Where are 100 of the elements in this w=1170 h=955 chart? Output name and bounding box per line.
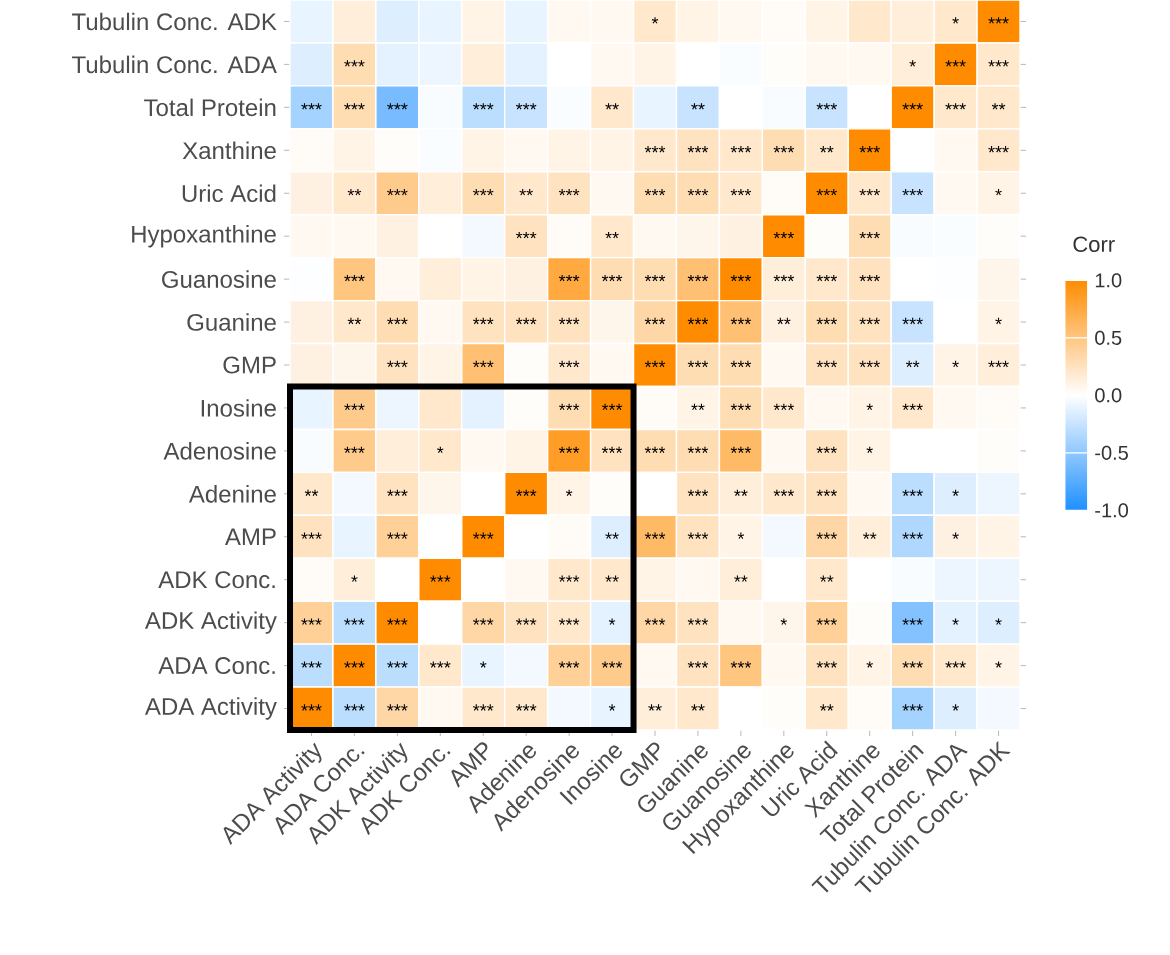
data-label: *** — [773, 231, 795, 239]
data-label: *** — [301, 103, 322, 110]
data-label: * — [351, 575, 358, 582]
color-bar-label: -1.0 — [1095, 503, 1129, 518]
data-label: *** — [515, 704, 537, 711]
data-label: *** — [902, 661, 923, 668]
data-label: *** — [644, 274, 666, 282]
data-label: *** — [387, 189, 408, 196]
data-label: *** — [387, 618, 408, 625]
data-label: *** — [301, 618, 322, 625]
data-label: *** — [687, 317, 709, 325]
data-label: *** — [387, 532, 408, 539]
data-label: *** — [558, 661, 580, 668]
data-label: ** — [605, 103, 619, 110]
y-tick-label: Total Protein — [144, 98, 276, 117]
data-label: *** — [816, 489, 837, 496]
data-label: ** — [734, 489, 748, 496]
data-label: *** — [816, 317, 837, 325]
data-label: *** — [730, 274, 752, 282]
data-label: *** — [558, 575, 580, 582]
data-label: *** — [687, 661, 709, 668]
data-label: *** — [945, 661, 966, 668]
data-label: *** — [816, 661, 837, 668]
data-label: *** — [601, 661, 623, 668]
data-label: *** — [644, 532, 666, 539]
data-label: *** — [344, 60, 365, 67]
data-label: *** — [644, 146, 666, 153]
data-label: *** — [816, 103, 837, 110]
data-label: * — [437, 446, 444, 454]
data-label: *** — [515, 489, 537, 496]
data-label: ** — [605, 532, 619, 539]
y-tick-label: ADA Activity — [144, 697, 277, 720]
y-tick-label: AMP — [224, 528, 276, 546]
data-label: *** — [687, 360, 709, 368]
data-label: * — [952, 704, 959, 711]
data-label: ** — [691, 403, 705, 411]
y-tick-label: Guanine — [187, 313, 276, 331]
data-label: *** — [301, 661, 322, 668]
data-label: ** — [905, 360, 920, 368]
data-label: *** — [902, 189, 923, 196]
data-label: * — [608, 704, 616, 711]
data-label: *** — [601, 274, 623, 282]
y-tick-label: ADK Conc. — [158, 571, 275, 589]
data-label: *** — [301, 532, 322, 539]
data-label: *** — [644, 446, 666, 454]
data-label: *** — [387, 360, 408, 368]
data-label: *** — [344, 704, 365, 711]
data-label: * — [995, 661, 1002, 668]
data-label: ** — [991, 103, 1006, 110]
data-label: *** — [730, 661, 752, 668]
data-label: *** — [902, 489, 923, 496]
data-label: *** — [687, 489, 709, 496]
y-tick-label: Guanosine — [162, 270, 276, 288]
data-label: *** — [601, 403, 623, 411]
data-label: *** — [773, 146, 795, 153]
data-label: ** — [820, 575, 834, 582]
data-label: * — [780, 618, 788, 625]
data-label: *** — [558, 446, 580, 454]
data-label: *** — [816, 618, 837, 625]
data-label: * — [866, 446, 873, 454]
data-label: *** — [515, 231, 537, 239]
data-label: *** — [730, 146, 752, 153]
data-label: *** — [902, 403, 923, 411]
data-label: ** — [347, 317, 362, 325]
data-label: *** — [902, 317, 923, 325]
data-label: *** — [344, 103, 365, 110]
data-label: *** — [344, 446, 365, 454]
data-label: * — [866, 661, 873, 668]
data-label: *** — [387, 661, 408, 668]
data-label: *** — [344, 274, 365, 282]
y-tick-label: Tubulin Conc. ADA — [72, 55, 277, 74]
data-label: ** — [820, 146, 834, 153]
data-label: *** — [644, 618, 666, 625]
data-label: *** — [687, 532, 709, 539]
data-label: *** — [859, 189, 880, 196]
data-label: *** — [816, 360, 837, 368]
data-label: *** — [816, 274, 837, 282]
data-label: *** — [988, 360, 1009, 368]
data-label: ** — [605, 231, 619, 239]
data-label: *** — [687, 146, 709, 153]
data-label: * — [995, 189, 1002, 196]
y-tick-label: Uric Acid — [182, 184, 276, 203]
data-label: *** — [687, 446, 709, 454]
y-tick-label: ADA Conc. — [158, 657, 275, 675]
data-label: *** — [515, 317, 537, 325]
data-label: * — [952, 489, 959, 496]
data-label: *** — [988, 60, 1009, 67]
data-label: ** — [691, 103, 705, 110]
data-label: ** — [304, 489, 319, 496]
data-label: *** — [558, 360, 580, 368]
data-label: * — [737, 532, 745, 539]
data-label: *** — [558, 618, 580, 625]
data-label: * — [952, 618, 959, 625]
data-label: *** — [859, 231, 880, 239]
data-label: *** — [473, 532, 494, 539]
data-label: *** — [687, 274, 709, 282]
data-label: *** — [902, 704, 923, 711]
data-label: *** — [945, 60, 966, 67]
data-label: *** — [515, 103, 537, 110]
data-label: *** — [773, 274, 795, 282]
